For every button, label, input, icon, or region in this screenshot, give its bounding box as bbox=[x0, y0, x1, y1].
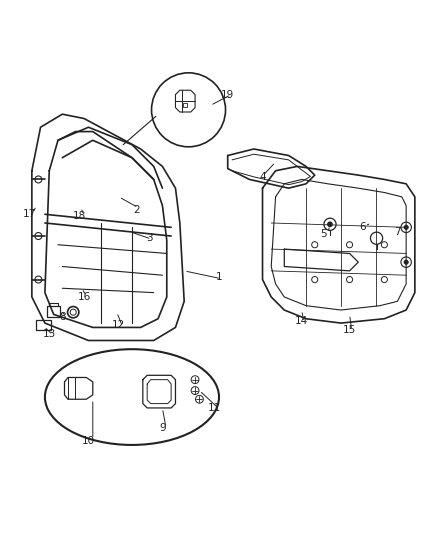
Text: 6: 6 bbox=[359, 222, 366, 232]
Text: 17: 17 bbox=[23, 209, 36, 219]
Circle shape bbox=[404, 225, 408, 230]
Bar bbox=[184, 103, 187, 107]
Text: 13: 13 bbox=[42, 329, 56, 339]
Text: 14: 14 bbox=[295, 316, 308, 326]
Text: 11: 11 bbox=[208, 403, 221, 413]
Text: 8: 8 bbox=[59, 312, 66, 321]
Text: 4: 4 bbox=[259, 172, 266, 182]
Text: 18: 18 bbox=[73, 212, 86, 221]
Bar bbox=[36, 320, 51, 329]
Text: 16: 16 bbox=[78, 292, 91, 302]
Text: 12: 12 bbox=[112, 320, 126, 330]
Circle shape bbox=[404, 260, 408, 264]
Text: 19: 19 bbox=[221, 90, 234, 100]
Text: 15: 15 bbox=[343, 325, 356, 335]
Text: 10: 10 bbox=[82, 435, 95, 446]
Circle shape bbox=[328, 222, 332, 227]
Text: 7: 7 bbox=[394, 227, 401, 237]
Text: 5: 5 bbox=[320, 229, 327, 239]
Text: 9: 9 bbox=[159, 423, 166, 433]
Bar bbox=[47, 305, 60, 317]
Text: 1: 1 bbox=[215, 272, 223, 282]
Text: 3: 3 bbox=[146, 233, 153, 243]
Text: 2: 2 bbox=[133, 205, 140, 215]
